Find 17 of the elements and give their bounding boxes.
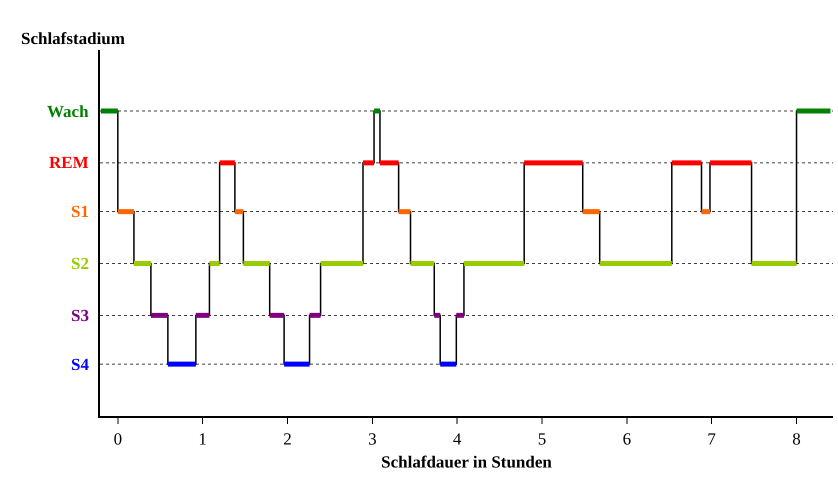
x-tick-label: 8: [792, 429, 801, 448]
series-label: Wach: [47, 102, 90, 121]
text: REM: [49, 153, 89, 172]
x-tick-label: 3: [368, 429, 377, 448]
x-tick-label: 2: [283, 429, 292, 448]
x-tick-label: 6: [622, 429, 632, 448]
x-tick-label: 5: [538, 429, 546, 448]
x-tick-label: 7: [707, 429, 716, 448]
x-tick-label: 4: [452, 429, 462, 448]
series-label: S1: [71, 202, 89, 221]
text: S3: [71, 306, 89, 325]
y-axis-title: Schlafstadium: [21, 29, 125, 48]
x-tick-label: 1: [198, 429, 207, 448]
x-axis-title: Schlafdauer in Stunden: [381, 452, 552, 472]
text: S2: [71, 254, 89, 273]
x-tick-label: 0: [114, 429, 122, 448]
text: S4: [71, 355, 90, 374]
